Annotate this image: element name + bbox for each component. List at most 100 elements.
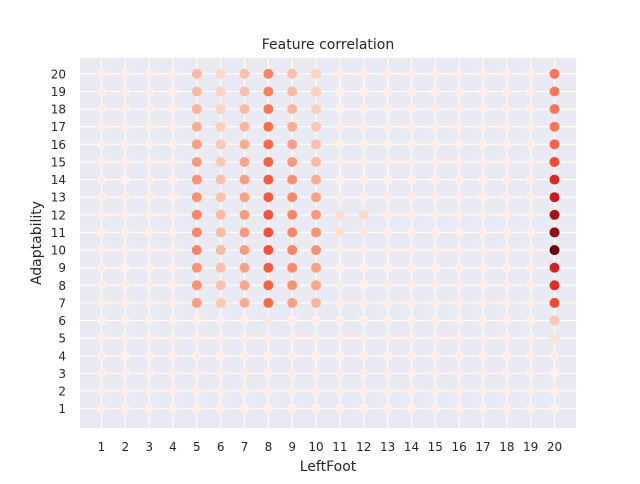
data-point bbox=[120, 174, 131, 185]
data-point bbox=[120, 315, 131, 326]
data-point bbox=[454, 227, 465, 238]
data-point bbox=[311, 315, 322, 326]
data-point bbox=[96, 386, 107, 396]
y-tick-label: 12 bbox=[51, 208, 66, 222]
data-point bbox=[549, 280, 560, 291]
data-point bbox=[120, 297, 131, 308]
data-point bbox=[478, 350, 488, 361]
data-point bbox=[478, 139, 488, 150]
data-point bbox=[287, 192, 298, 203]
data-point bbox=[358, 192, 369, 203]
data-point bbox=[406, 104, 417, 115]
data-point bbox=[501, 245, 512, 256]
data-point bbox=[334, 245, 345, 256]
data-point bbox=[382, 262, 393, 273]
x-tick-label: 3 bbox=[145, 440, 153, 454]
data-point bbox=[191, 192, 202, 203]
data-point bbox=[168, 227, 178, 238]
data-point bbox=[549, 86, 560, 97]
data-point bbox=[382, 350, 393, 361]
data-point bbox=[334, 403, 345, 414]
data-point bbox=[239, 104, 250, 115]
data-point bbox=[549, 104, 560, 115]
data-point bbox=[454, 156, 465, 167]
x-tick-label: 8 bbox=[265, 440, 273, 454]
y-tick-label: 11 bbox=[51, 226, 66, 240]
data-point bbox=[287, 297, 298, 308]
x-tick-label: 14 bbox=[404, 440, 419, 454]
data-point bbox=[525, 262, 536, 273]
data-point bbox=[382, 174, 393, 185]
data-point bbox=[96, 403, 107, 414]
data-point bbox=[215, 368, 226, 379]
data-point bbox=[525, 209, 536, 220]
data-point bbox=[191, 86, 202, 97]
data-point bbox=[215, 121, 226, 132]
data-point bbox=[263, 386, 274, 396]
data-point bbox=[168, 139, 178, 150]
data-point bbox=[454, 350, 465, 361]
data-point bbox=[478, 403, 488, 414]
data-point bbox=[120, 245, 131, 256]
data-point bbox=[144, 262, 155, 273]
data-point bbox=[406, 209, 417, 220]
data-point bbox=[287, 403, 298, 414]
data-point bbox=[263, 315, 274, 326]
data-point bbox=[334, 297, 345, 308]
data-point bbox=[334, 156, 345, 167]
data-point bbox=[549, 333, 560, 344]
y-tick-label: 1 bbox=[58, 402, 66, 416]
data-point bbox=[382, 280, 393, 291]
data-point bbox=[168, 280, 178, 291]
data-point bbox=[382, 68, 393, 79]
data-point bbox=[239, 174, 250, 185]
data-point bbox=[191, 139, 202, 150]
data-point bbox=[120, 368, 131, 379]
data-point bbox=[358, 68, 369, 79]
data-point bbox=[239, 403, 250, 414]
data-point bbox=[311, 209, 322, 220]
data-point bbox=[287, 86, 298, 97]
data-point bbox=[334, 68, 345, 79]
data-point bbox=[239, 315, 250, 326]
data-point bbox=[406, 350, 417, 361]
data-point bbox=[406, 368, 417, 379]
data-point bbox=[96, 368, 107, 379]
data-point bbox=[382, 104, 393, 115]
data-point bbox=[478, 368, 488, 379]
data-point bbox=[239, 156, 250, 167]
data-point bbox=[525, 386, 536, 396]
data-point bbox=[430, 68, 441, 79]
data-point bbox=[263, 174, 274, 185]
data-point bbox=[358, 245, 369, 256]
y-tick-label: 2 bbox=[58, 385, 66, 399]
data-point bbox=[454, 104, 465, 115]
x-tick-label: 20 bbox=[547, 440, 562, 454]
x-tick-label: 15 bbox=[428, 440, 443, 454]
data-point bbox=[191, 104, 202, 115]
data-point bbox=[501, 368, 512, 379]
y-tick-label: 14 bbox=[51, 173, 66, 187]
data-point bbox=[525, 297, 536, 308]
data-point bbox=[263, 156, 274, 167]
data-point bbox=[215, 245, 226, 256]
data-point bbox=[334, 227, 345, 238]
x-tick-label: 11 bbox=[332, 440, 347, 454]
data-point bbox=[454, 209, 465, 220]
data-point bbox=[501, 262, 512, 273]
data-point bbox=[454, 368, 465, 379]
data-point bbox=[406, 245, 417, 256]
x-tick-labels: 1 2 3 4 5 6 7 8 9 10 11 12 13 14 15 16 17 18 19 20 bbox=[98, 440, 563, 454]
data-point bbox=[311, 192, 322, 203]
data-point bbox=[311, 333, 322, 344]
data-point bbox=[478, 192, 488, 203]
x-tick-label: 19 bbox=[523, 440, 538, 454]
data-point bbox=[358, 156, 369, 167]
y-tick-label: 10 bbox=[51, 244, 66, 258]
y-tick-label: 13 bbox=[51, 191, 66, 205]
data-point bbox=[191, 262, 202, 273]
data-point bbox=[191, 209, 202, 220]
data-point bbox=[96, 262, 107, 273]
data-point bbox=[334, 139, 345, 150]
